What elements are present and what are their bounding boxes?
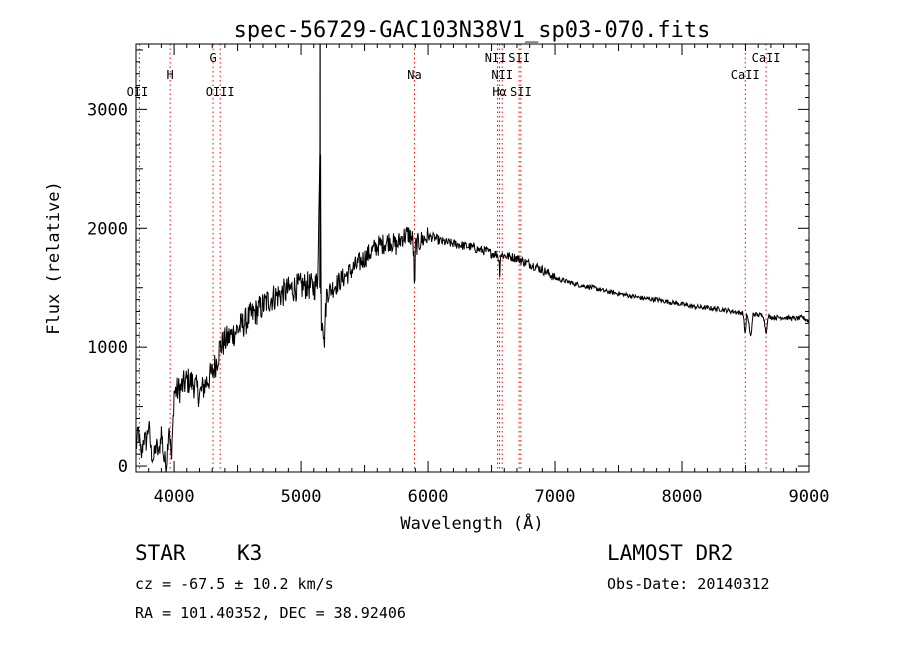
- y-axis-label: Flux (relative): [44, 181, 64, 335]
- x-tick-label: 5000: [281, 487, 322, 507]
- survey-label: LAMOST DR2: [607, 541, 734, 565]
- x-tick-label: 7000: [535, 487, 576, 507]
- y-tick-label: 2000: [87, 219, 128, 239]
- line-label: OII: [127, 85, 149, 99]
- emission-spike: [319, 43, 322, 294]
- line-label: CaII: [752, 51, 781, 65]
- line-label: NII: [485, 51, 507, 65]
- axes: [135, 43, 810, 473]
- line-label: CaII: [731, 68, 760, 82]
- line-markers: [138, 44, 767, 472]
- line-labels: OII H G OIII Na NII NII Hα SII SII CaII CaII: [127, 51, 781, 99]
- obs-date-text: Obs-Date: 20140312: [607, 575, 770, 593]
- spectrum-line: [135, 154, 810, 473]
- plot-frame: [135, 43, 810, 473]
- x-tick-label: 9000: [789, 487, 830, 507]
- x-tick-label: 4000: [154, 487, 195, 507]
- line-label: G: [209, 51, 216, 65]
- chart-title: spec-56729-GAC103N38V1_sp03-070.fits: [234, 18, 711, 43]
- line-label: NII: [491, 68, 513, 82]
- line-label: SII: [508, 51, 530, 65]
- tick-labels: 4000 5000 6000 7000 8000 9000 0 1000 2000 3000: [87, 100, 829, 507]
- line-label: Hα: [492, 85, 506, 99]
- object-class: STAR: [135, 541, 186, 565]
- line-label: H: [167, 68, 174, 82]
- x-tick-label: 8000: [662, 487, 703, 507]
- y-tick-label: 3000: [87, 100, 128, 120]
- spectrum-chart: spec-56729-GAC103N38V1_sp03-070.fits 400…: [44, 18, 829, 534]
- line-label: SII: [510, 85, 532, 99]
- coords-text: RA = 101.40352, DEC = 38.92406: [135, 604, 406, 622]
- redshift-text: cz = -67.5 ± 10.2 km/s: [135, 575, 334, 593]
- x-tick-label: 6000: [408, 487, 449, 507]
- spectrum-series: [135, 43, 810, 473]
- x-axis-label: Wavelength (Å): [400, 512, 543, 534]
- y-tick-label: 0: [118, 457, 128, 477]
- line-label: OIII: [206, 85, 235, 99]
- y-tick-label: 1000: [87, 338, 128, 358]
- line-label: Na: [407, 68, 421, 82]
- object-subclass: K3: [237, 541, 263, 565]
